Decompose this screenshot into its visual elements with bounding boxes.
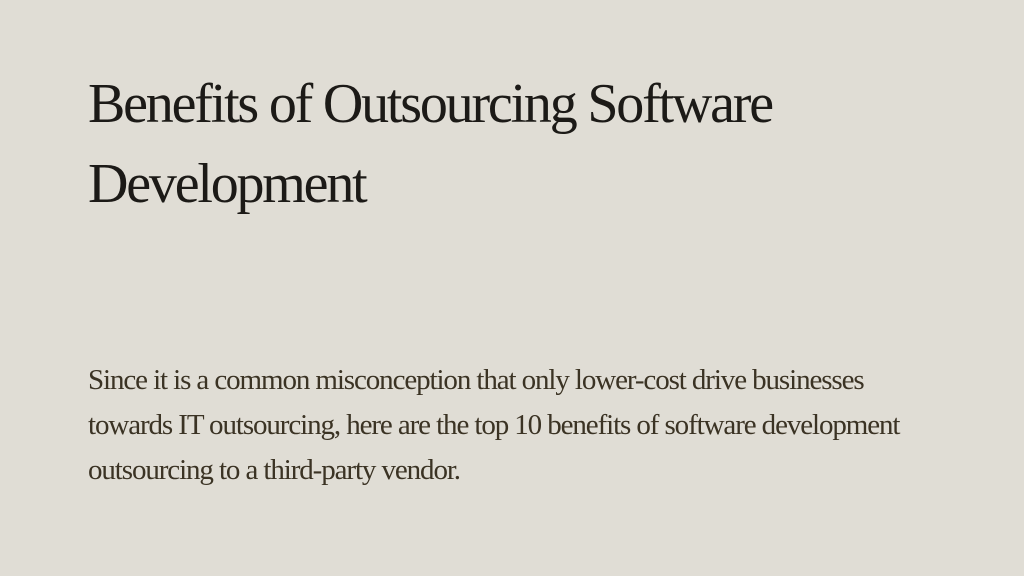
slide-body-text: Since it is a common misconception that … (88, 364, 900, 486)
slide-title: Benefits of Outsourcing Software Develop… (88, 73, 774, 215)
